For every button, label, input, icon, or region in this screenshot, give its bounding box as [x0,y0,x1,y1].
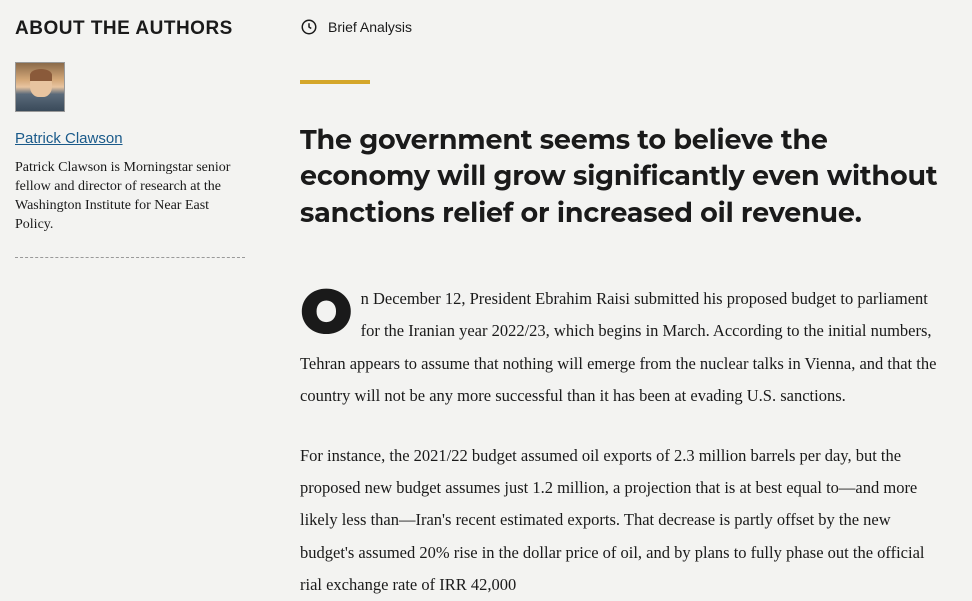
sidebar-title: ABOUT THE AUTHORS [15,18,245,40]
article-paragraph: For instance, the 2021/22 budget assumed… [300,440,947,601]
sidebar-divider [15,257,245,258]
author-name-link[interactable]: Patrick Clawson [15,130,123,147]
article-headline: The government seems to believe the econ… [300,122,947,231]
brief-analysis-row: Brief Analysis [300,18,947,36]
article-main: Brief Analysis The government seems to b… [265,18,957,582]
article-paragraph: On December 12, President Ebrahim Raisi … [300,283,947,412]
author-photo [15,62,65,112]
sidebar-about-authors: ABOUT THE AUTHORS Patrick Clawson Patric… [15,18,265,582]
clock-icon [300,18,318,36]
brief-label: Brief Analysis [328,19,412,35]
author-bio: Patrick Clawson is Morningstar senior fe… [15,159,245,235]
accent-bar [300,80,370,84]
